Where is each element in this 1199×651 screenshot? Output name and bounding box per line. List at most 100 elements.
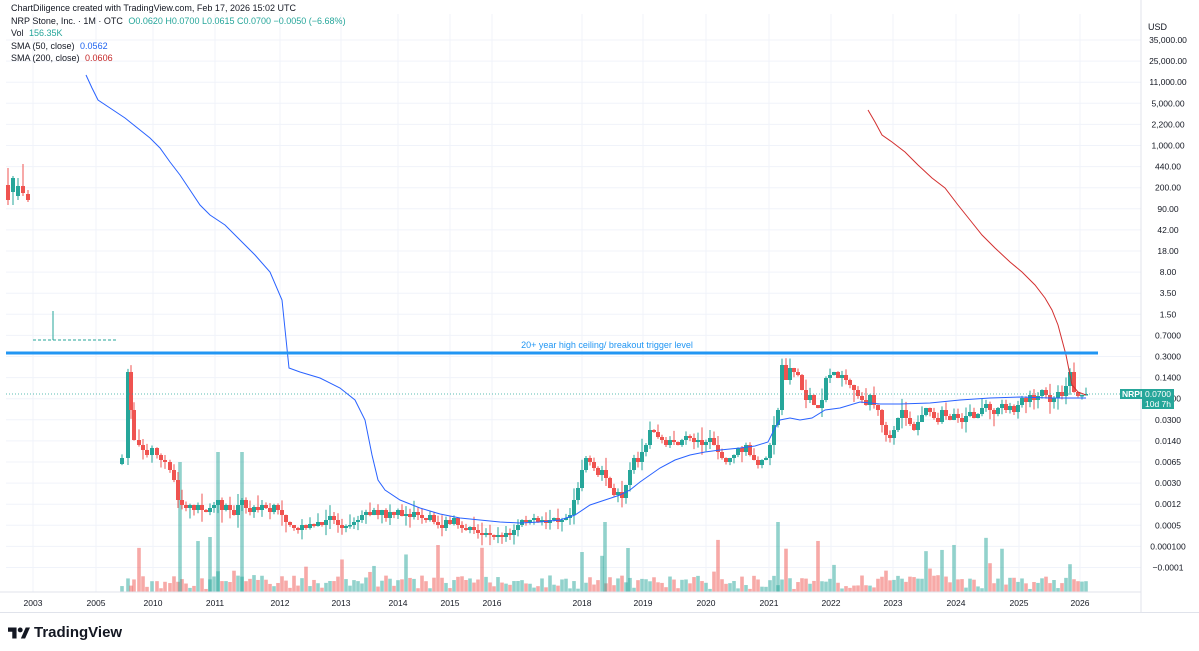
candle	[260, 499, 264, 517]
candle	[824, 376, 828, 403]
volume-bar	[464, 580, 468, 592]
candle	[920, 406, 924, 423]
volume-bar	[740, 576, 744, 592]
candle	[976, 413, 980, 419]
x-tick-label: 2005	[87, 598, 106, 608]
volume-bar	[904, 581, 908, 592]
volume-bar	[268, 583, 272, 592]
volume-bar	[220, 581, 224, 592]
candle	[137, 429, 141, 447]
brand-text: TradingView	[34, 624, 123, 641]
candle-body	[316, 522, 320, 526]
candle	[840, 370, 844, 387]
currency-label[interactable]: USD	[1148, 22, 1168, 32]
volume-bar	[644, 579, 648, 592]
volume-bar	[324, 582, 328, 592]
tradingview-logo[interactable]: TradingView	[8, 624, 122, 641]
candle	[600, 465, 604, 481]
candle	[560, 517, 564, 532]
x-tick-label: 2020	[697, 598, 716, 608]
candle-body	[132, 410, 136, 440]
volume-bar	[980, 588, 984, 592]
volume-bar	[976, 586, 980, 592]
volume-bar	[584, 582, 588, 592]
volume-bar	[684, 579, 688, 592]
volume-bar	[620, 575, 624, 592]
candle-body	[764, 458, 768, 460]
candle	[380, 509, 384, 524]
candle-body	[648, 430, 652, 445]
candle	[696, 432, 700, 448]
candle	[404, 506, 408, 526]
candle	[564, 513, 568, 521]
volume-bar	[196, 541, 200, 592]
candle-body	[952, 414, 956, 420]
y-tick-label: 90.00	[1157, 204, 1179, 214]
candle-body	[948, 416, 952, 420]
candle	[816, 404, 820, 409]
candle	[256, 495, 260, 513]
volume-bar	[896, 575, 900, 592]
candle-body	[888, 435, 892, 438]
volume-bar	[344, 579, 348, 592]
volume-bar	[948, 582, 952, 592]
candle	[150, 445, 154, 463]
volume-bar	[284, 580, 288, 592]
y-tick-label: 1.50	[1160, 309, 1177, 319]
volume-bar	[504, 583, 508, 592]
volume-bar	[150, 581, 154, 592]
candle	[584, 455, 588, 473]
candle-body	[668, 440, 672, 445]
candle-body	[972, 412, 976, 418]
x-tick-label: 2018	[573, 598, 592, 608]
candle-body	[384, 510, 388, 518]
candle	[308, 517, 312, 530]
volume-bar	[180, 579, 184, 592]
volume-bar	[448, 588, 452, 592]
candle-body	[1012, 406, 1016, 412]
volume-bar	[744, 585, 748, 592]
candle	[1080, 394, 1084, 400]
volume-bar	[320, 587, 324, 592]
candle	[420, 508, 424, 524]
volume-bar	[944, 576, 948, 592]
volume-bar	[240, 452, 244, 592]
x-tick-label: 2013	[332, 598, 351, 608]
volume-bar	[564, 578, 568, 592]
volume-bar	[292, 575, 296, 592]
volume-bar	[524, 583, 528, 592]
volume-bar	[724, 583, 728, 592]
candle	[768, 442, 772, 466]
candle	[1004, 399, 1008, 413]
candle-body	[976, 414, 980, 418]
candle	[548, 509, 552, 530]
volume-bar	[1064, 577, 1068, 592]
candle	[396, 508, 400, 520]
volume-bar	[768, 580, 772, 592]
volume-bar	[860, 575, 864, 592]
candle	[656, 424, 660, 439]
candle-body	[480, 533, 484, 535]
candle	[496, 527, 500, 544]
candle	[1044, 387, 1048, 399]
volume-bar	[368, 571, 372, 592]
candle-body	[464, 528, 468, 530]
volume-bar	[364, 577, 368, 592]
candle-body	[444, 520, 448, 528]
chart-frame[interactable]: 20+ year high ceiling/ breakout trigger …	[0, 0, 1199, 613]
volume-bar	[392, 585, 396, 592]
volume-bar	[820, 581, 824, 592]
vol-value: 156.35K	[29, 28, 63, 38]
candle-body	[924, 408, 928, 415]
candle-body	[744, 445, 748, 452]
candle	[1016, 400, 1020, 419]
candle-body	[664, 440, 668, 445]
candle	[664, 437, 668, 448]
volume-bar	[532, 587, 536, 592]
candle-body	[1068, 372, 1072, 386]
candle	[608, 476, 612, 489]
price-chart[interactable]: 20+ year high ceiling/ breakout trigger …	[0, 0, 1199, 612]
candle-body	[168, 462, 172, 470]
candle	[224, 503, 228, 512]
volume-bar	[256, 579, 260, 592]
